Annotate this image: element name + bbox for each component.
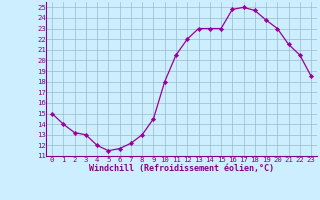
- X-axis label: Windchill (Refroidissement éolien,°C): Windchill (Refroidissement éolien,°C): [89, 164, 274, 173]
